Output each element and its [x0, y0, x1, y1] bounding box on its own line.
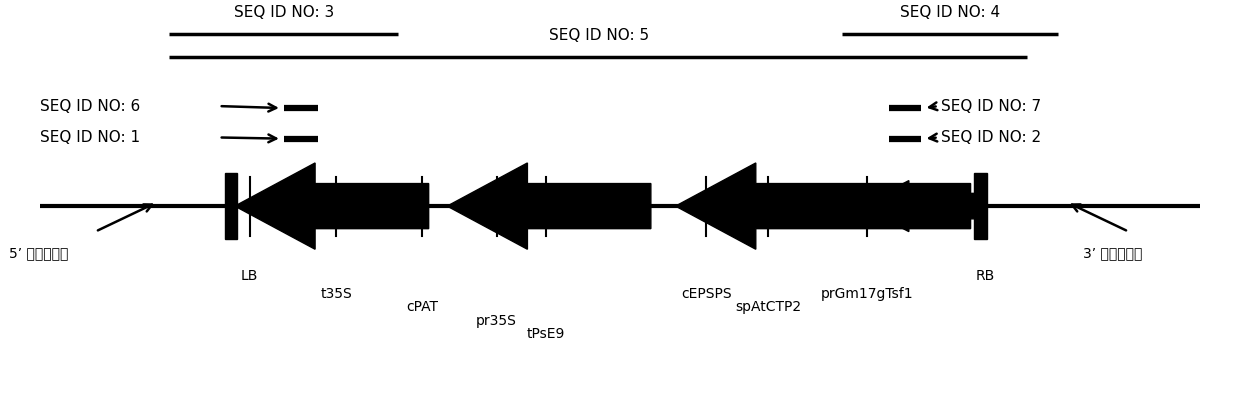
Text: tPsE9: tPsE9: [527, 327, 565, 341]
Text: t35S: t35S: [320, 286, 352, 301]
Polygon shape: [859, 181, 976, 232]
Text: SEQ ID NO: 5: SEQ ID NO: 5: [549, 28, 649, 43]
Text: SEQ ID NO: 7: SEQ ID NO: 7: [941, 98, 1042, 113]
Text: LB: LB: [241, 269, 258, 283]
Text: SEQ ID NO: 4: SEQ ID NO: 4: [899, 5, 999, 20]
Text: SEQ ID NO: 2: SEQ ID NO: 2: [941, 130, 1042, 145]
Text: cEPSPS: cEPSPS: [681, 286, 732, 301]
Text: 3’ 大豆基因组: 3’ 大豆基因组: [1083, 246, 1142, 260]
Polygon shape: [448, 163, 651, 249]
Bar: [975, 173, 987, 239]
Polygon shape: [676, 163, 971, 249]
Bar: [224, 173, 237, 239]
Text: RB: RB: [976, 269, 994, 283]
Text: spAtCTP2: spAtCTP2: [735, 300, 801, 314]
Text: SEQ ID NO: 6: SEQ ID NO: 6: [40, 98, 140, 113]
Text: pr35S: pr35S: [476, 314, 517, 328]
Text: cPAT: cPAT: [407, 300, 439, 314]
Text: 5’ 大豆基因组: 5’ 大豆基因组: [9, 246, 68, 260]
Text: prGm17gTsf1: prGm17gTsf1: [821, 286, 913, 301]
Polygon shape: [234, 163, 429, 249]
Text: SEQ ID NO: 1: SEQ ID NO: 1: [40, 130, 140, 145]
Text: SEQ ID NO: 3: SEQ ID NO: 3: [234, 5, 335, 20]
